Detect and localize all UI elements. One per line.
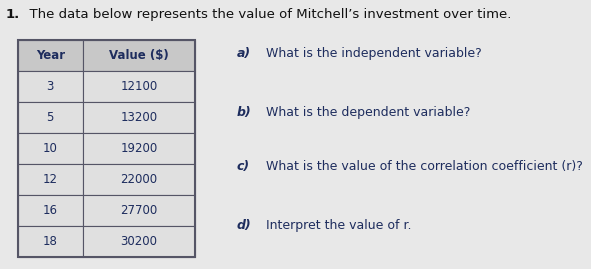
Bar xyxy=(18,40,83,71)
Text: b): b) xyxy=(236,107,251,119)
Text: 10: 10 xyxy=(43,142,58,155)
Bar xyxy=(18,195,83,226)
Bar xyxy=(83,164,195,195)
Text: Value ($): Value ($) xyxy=(109,49,169,62)
Bar xyxy=(18,40,195,257)
Bar xyxy=(83,133,195,164)
Text: 19200: 19200 xyxy=(120,142,158,155)
Text: d): d) xyxy=(236,220,251,232)
Text: 30200: 30200 xyxy=(121,235,157,248)
Bar xyxy=(18,71,83,102)
Bar xyxy=(83,195,195,226)
Bar xyxy=(18,164,83,195)
Text: Interpret the value of r.: Interpret the value of r. xyxy=(266,220,411,232)
Bar xyxy=(83,40,195,71)
Text: 22000: 22000 xyxy=(121,173,157,186)
Text: 5: 5 xyxy=(47,111,54,124)
Text: 27700: 27700 xyxy=(120,204,158,217)
Text: 16: 16 xyxy=(43,204,58,217)
Text: c): c) xyxy=(236,160,249,173)
Text: 12: 12 xyxy=(43,173,58,186)
Text: 13200: 13200 xyxy=(121,111,157,124)
Text: Year: Year xyxy=(35,49,65,62)
Bar xyxy=(83,71,195,102)
Text: 1.: 1. xyxy=(6,8,20,21)
Bar xyxy=(83,226,195,257)
Text: 3: 3 xyxy=(47,80,54,93)
Text: 12100: 12100 xyxy=(120,80,158,93)
Bar xyxy=(18,226,83,257)
Bar xyxy=(18,102,83,133)
Text: The data below represents the value of Mitchell’s investment over time.: The data below represents the value of M… xyxy=(21,8,511,21)
Text: What is the value of the correlation coefficient (r)?: What is the value of the correlation coe… xyxy=(266,160,583,173)
Text: What is the independent variable?: What is the independent variable? xyxy=(266,47,482,60)
Text: a): a) xyxy=(236,47,251,60)
Text: 18: 18 xyxy=(43,235,58,248)
Text: What is the dependent variable?: What is the dependent variable? xyxy=(266,107,470,119)
Bar xyxy=(83,102,195,133)
Bar xyxy=(18,133,83,164)
